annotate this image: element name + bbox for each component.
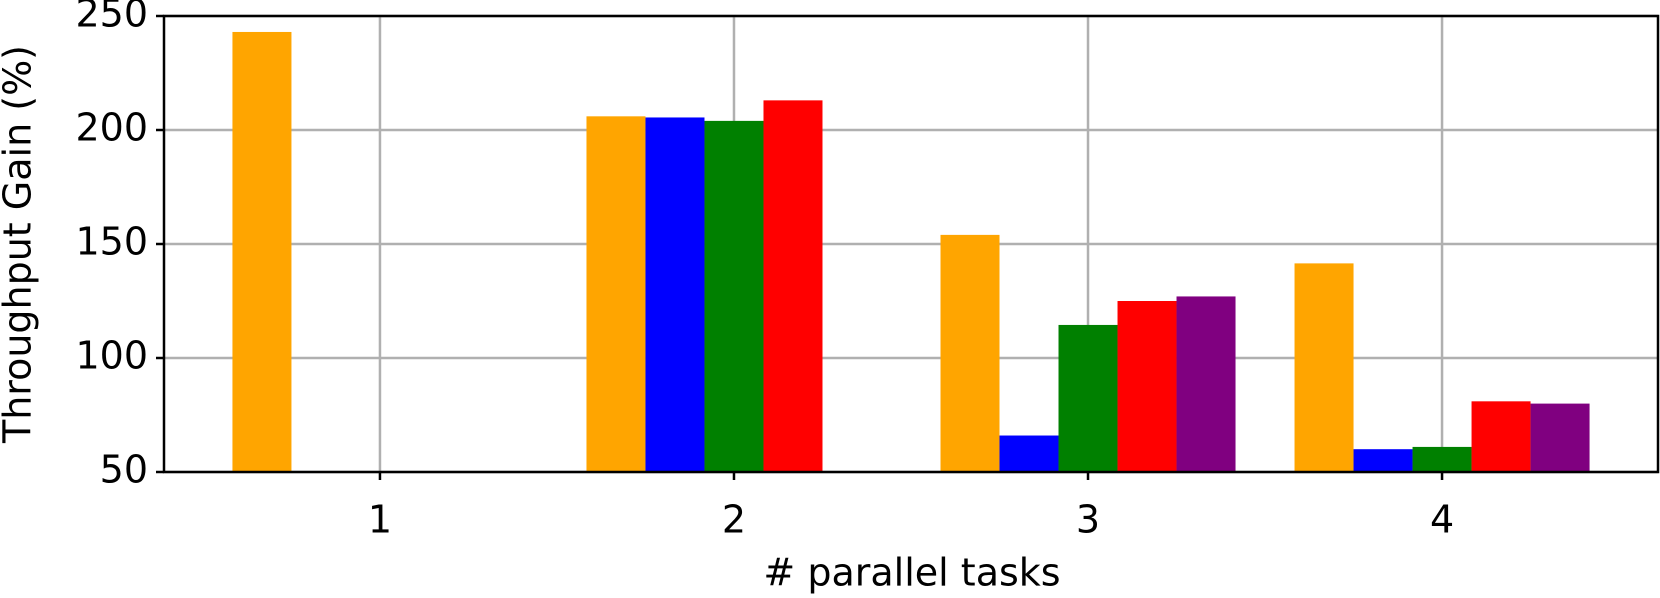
bar <box>1117 301 1177 472</box>
grid-layer <box>164 14 1658 474</box>
bar <box>1176 296 1236 472</box>
bar <box>940 234 1000 472</box>
y-tick-label: 50 <box>100 448 148 492</box>
bar <box>1471 401 1531 472</box>
x-tick-label: 1 <box>368 498 392 542</box>
bar <box>645 117 705 473</box>
y-tick-label: 250 <box>75 0 148 36</box>
bar <box>1353 449 1413 472</box>
bar-layer <box>232 31 1590 473</box>
bar <box>232 31 292 473</box>
bar <box>586 116 646 472</box>
bar <box>1294 263 1354 472</box>
bar <box>1058 324 1118 472</box>
y-tick-label: 200 <box>75 106 148 150</box>
x-axis-label: # parallel tasks <box>763 551 1060 595</box>
x-tick-label: 2 <box>722 498 746 542</box>
y-axis-label: Throughput Gain (%) <box>0 45 40 444</box>
bar <box>1412 446 1472 472</box>
bar <box>999 435 1059 472</box>
x-tick-label: 3 <box>1076 498 1100 542</box>
y-tick-label: 150 <box>75 220 148 264</box>
bar <box>763 100 823 473</box>
bar <box>704 120 764 472</box>
bar <box>1530 403 1590 472</box>
x-tick-label: 4 <box>1430 498 1454 542</box>
y-tick-label: 100 <box>75 334 148 378</box>
